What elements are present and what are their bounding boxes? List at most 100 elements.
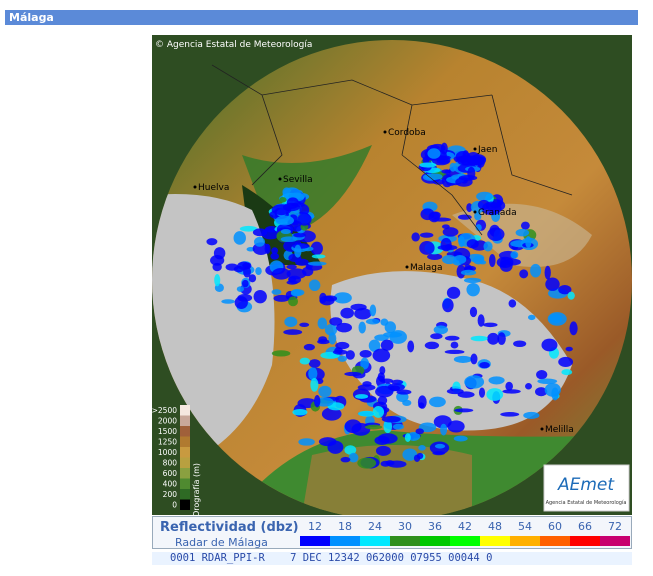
- rain-cell: [221, 299, 235, 304]
- rain-cell: [357, 457, 377, 469]
- orography-label: 2000: [158, 417, 177, 426]
- city-label: Sevilla: [283, 175, 313, 185]
- rain-cell: [446, 286, 461, 299]
- rain-cell: [466, 203, 473, 213]
- city-label: Malaga: [410, 263, 443, 273]
- legend-swatch: [420, 536, 450, 546]
- rain-cell: [558, 356, 574, 367]
- rain-cell: [311, 254, 326, 259]
- rain-cell: [569, 321, 578, 336]
- rain-cell: [396, 389, 412, 395]
- rain-cell: [271, 247, 279, 255]
- city-label: Cordoba: [388, 128, 426, 138]
- rain-cell: [545, 277, 560, 291]
- legend-value: 12: [308, 520, 322, 533]
- rain-cell: [469, 306, 478, 318]
- rain-cell: [453, 254, 467, 265]
- rain-cell: [415, 428, 424, 435]
- rain-cell: [515, 228, 530, 237]
- rain-cell: [486, 388, 504, 401]
- rain-cell: [303, 343, 315, 351]
- rain-cell: [402, 448, 418, 461]
- rain-cell: [482, 322, 498, 328]
- copyright: © Agencia Estatal de Meteorología: [155, 40, 312, 50]
- rain-cell: [487, 227, 505, 241]
- rain-cell: [418, 402, 425, 409]
- legend-swatch: [510, 536, 540, 546]
- legend-swatch: [390, 536, 420, 546]
- orography-title: Orografía (m): [192, 463, 201, 515]
- rain-cell: [324, 323, 338, 336]
- rain-cell: [432, 179, 445, 185]
- rain-cell: [318, 336, 328, 343]
- legend-value: 54: [518, 520, 532, 533]
- rain-cell: [487, 332, 500, 345]
- orography-label: 1500: [158, 427, 177, 436]
- orography-label: >2500: [152, 406, 177, 415]
- rain-cell: [327, 440, 344, 454]
- rain-cell: [502, 389, 521, 394]
- rain-cell: [444, 335, 460, 341]
- rain-cell: [333, 292, 352, 304]
- rain-cell: [360, 357, 369, 370]
- rain-cell: [419, 232, 434, 238]
- rain-cell: [336, 322, 352, 333]
- rain-cell: [466, 282, 480, 297]
- orography-swatch: [180, 489, 190, 500]
- logo-subtitle: Agencia Estatal de Meteorología: [546, 499, 627, 506]
- rain-cell: [537, 378, 558, 385]
- rain-cell: [314, 395, 321, 408]
- rain-cell: [440, 423, 448, 436]
- rain-cell: [290, 289, 302, 297]
- legend: Reflectividad (dbz) Radar de Málaga 12 18…: [152, 516, 632, 549]
- rain-cell: [479, 361, 490, 369]
- rain-cell: [433, 325, 449, 335]
- rain-cell: [488, 376, 505, 385]
- rain-cell: [275, 215, 294, 226]
- city-dot: [278, 177, 282, 181]
- rain-cell: [561, 369, 573, 376]
- rain-cell: [337, 355, 348, 362]
- rain-cell: [299, 204, 310, 216]
- rain-cell: [479, 260, 487, 265]
- legend-value: 48: [488, 520, 502, 533]
- logo: AEmet Agencia Estatal de Meteorología: [543, 464, 630, 512]
- rain-cell: [298, 438, 315, 446]
- rain-cell: [500, 412, 520, 417]
- city-dot: [383, 130, 387, 134]
- rain-cell: [567, 291, 575, 300]
- rain-cell: [411, 232, 420, 242]
- rain-cell: [505, 381, 513, 391]
- rain-cell: [372, 348, 391, 363]
- orography-swatch: [180, 405, 190, 416]
- city-dot: [540, 427, 544, 431]
- rain-cell: [332, 349, 348, 355]
- rain-cell: [286, 264, 297, 270]
- city-label: Melilla: [545, 425, 574, 435]
- rain-cell: [433, 415, 452, 429]
- rain-cell: [475, 224, 482, 232]
- rain-cell: [478, 387, 486, 398]
- rain-cell: [340, 456, 351, 463]
- rain-cell: [294, 244, 302, 258]
- city-dot: [473, 210, 477, 214]
- rain-cell: [419, 162, 437, 168]
- rain-cell: [357, 384, 376, 391]
- rain-cell: [440, 142, 448, 155]
- rain-cell: [387, 460, 407, 468]
- rain-cell: [470, 335, 488, 342]
- rain-cell: [383, 419, 393, 434]
- rain-cell: [241, 279, 249, 288]
- rain-cell: [288, 276, 297, 282]
- rain-cell: [286, 280, 298, 285]
- rain-cell: [541, 338, 558, 352]
- orography-swatch: [180, 499, 190, 510]
- rain-cell: [234, 296, 248, 310]
- status-line: 0001 RDAR_PPI-R 7 DEC 12342 062000 07955…: [152, 552, 632, 565]
- rain-cell: [292, 408, 308, 416]
- rain-cell: [558, 285, 572, 295]
- rain-cell: [357, 410, 376, 417]
- rain-cell: [389, 330, 407, 344]
- rain-cell: [358, 321, 366, 334]
